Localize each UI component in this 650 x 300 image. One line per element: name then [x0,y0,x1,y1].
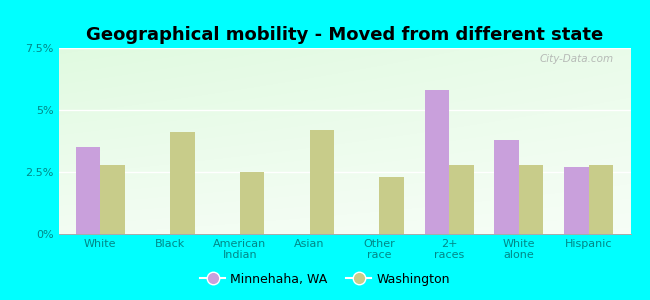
Bar [519,165,543,234]
Bar [589,165,613,234]
Bar [495,140,519,234]
Bar [564,167,589,234]
Bar [100,165,125,234]
Text: City-Data.com: City-Data.com [540,54,614,64]
Bar [380,177,404,234]
Bar [240,172,265,234]
Legend: Minnehaha, WA, Washington: Minnehaha, WA, Washington [195,268,455,291]
Title: Geographical mobility - Moved from different state: Geographical mobility - Moved from diffe… [86,26,603,44]
Bar [170,132,194,234]
Bar [449,165,474,234]
Bar [424,90,449,234]
Bar [309,130,334,234]
Bar [76,147,100,234]
